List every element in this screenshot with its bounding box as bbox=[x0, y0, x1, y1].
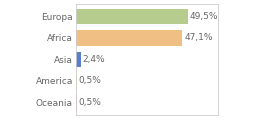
Text: 49,5%: 49,5% bbox=[190, 12, 218, 21]
Bar bbox=[76, 52, 81, 67]
Bar bbox=[76, 9, 188, 24]
Text: 0,5%: 0,5% bbox=[79, 98, 101, 107]
Bar bbox=[76, 95, 77, 110]
Text: 47,1%: 47,1% bbox=[184, 33, 213, 42]
Text: 2,4%: 2,4% bbox=[83, 55, 106, 64]
Text: 0,5%: 0,5% bbox=[79, 76, 101, 85]
Bar bbox=[76, 30, 182, 46]
Bar bbox=[76, 73, 77, 89]
